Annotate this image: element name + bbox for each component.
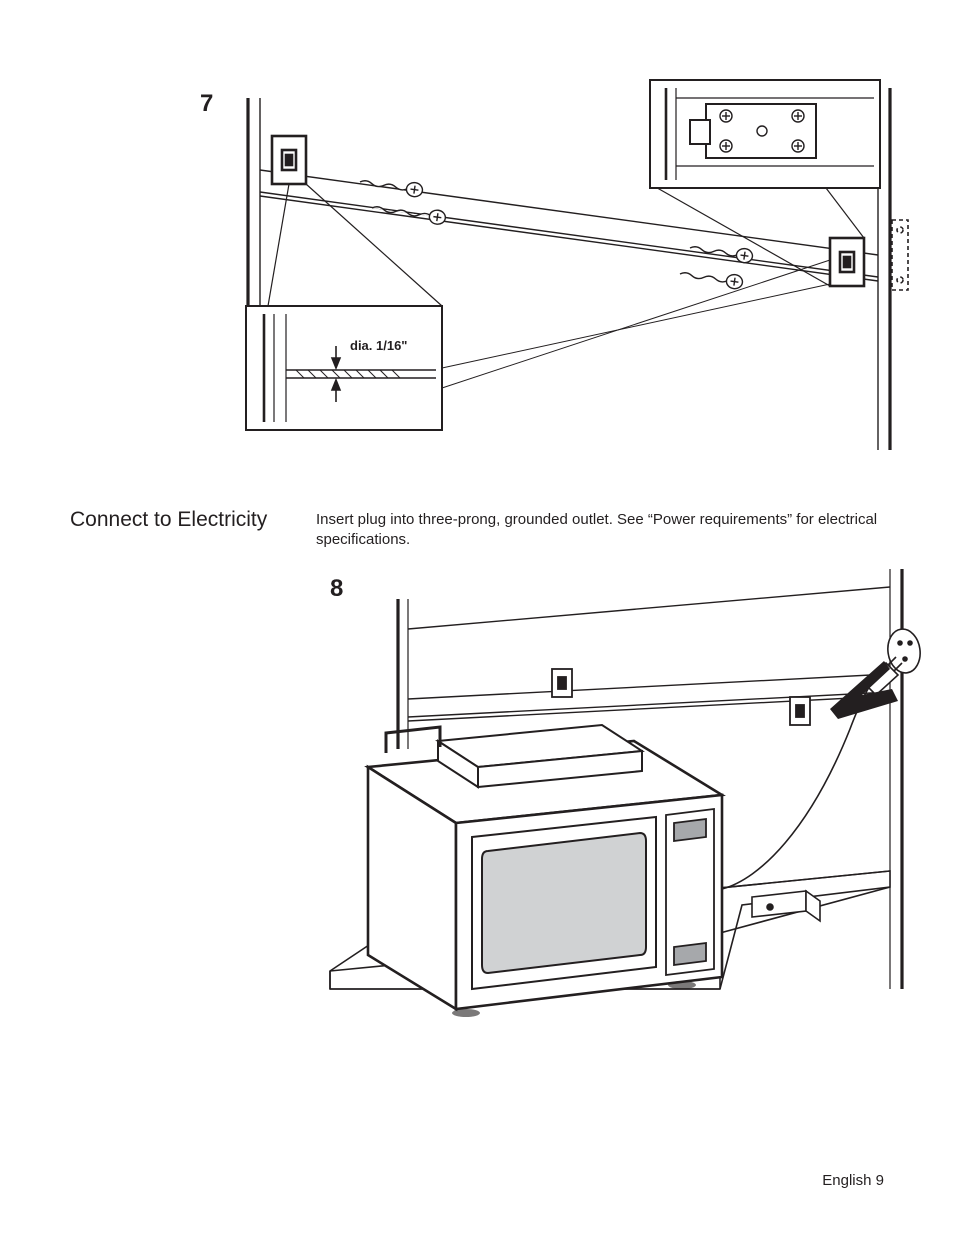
page-footer: English 9 bbox=[822, 1172, 884, 1189]
step7-figure bbox=[190, 70, 910, 450]
step8-block: 8 bbox=[70, 569, 884, 1039]
diameter-label: dia. 1/16" bbox=[350, 338, 407, 353]
section-body: Insert plug into three-prong, grounded o… bbox=[316, 508, 884, 551]
section-heading: Connect to Electricity bbox=[70, 508, 290, 551]
connect-electricity-section: Connect to Electricity Insert plug into … bbox=[70, 508, 884, 551]
step8-figure bbox=[290, 569, 930, 1029]
step7-block: 7 bbox=[70, 70, 884, 450]
